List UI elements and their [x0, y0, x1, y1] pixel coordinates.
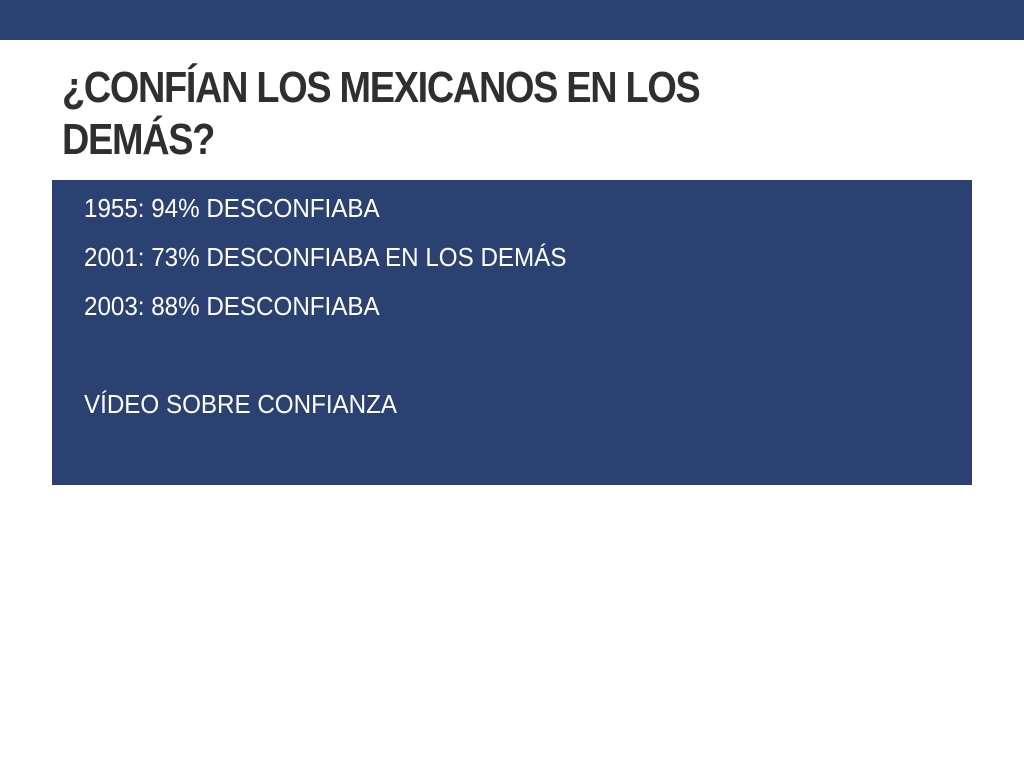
slide-title-line-2: DEMÁS? — [62, 115, 215, 164]
bullet-2003: 2003: 88% DESCONFIABA — [84, 291, 380, 321]
slide-title: ¿CONFÍAN LOS MEXICANOS EN LOS DEMÁS? — [62, 62, 836, 166]
top-accent-bar — [0, 0, 1024, 40]
video-link[interactable]: VÍDEO SOBRE CONFIANZA — [84, 389, 398, 419]
bullet-2001: 2001: 73% DESCONFIABA EN LOS DEMÁS — [84, 242, 567, 272]
slide-title-line-1: ¿CONFÍAN LOS MEXICANOS EN LOS — [62, 63, 701, 112]
content-box: 1955: 94% DESCONFIABA 2001: 73% DESCONFI… — [52, 180, 972, 485]
bullet-1955: 1955: 94% DESCONFIABA — [84, 193, 380, 223]
